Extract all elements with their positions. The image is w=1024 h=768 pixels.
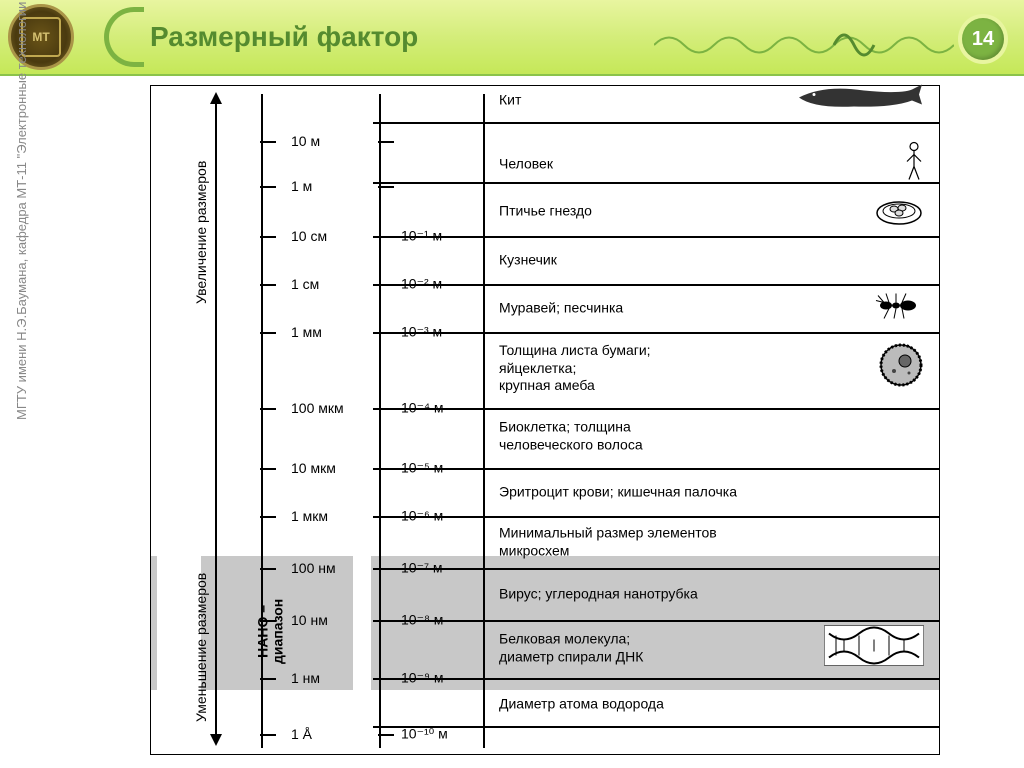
- scale-tick: [378, 516, 394, 518]
- scale-item-description: Минимальный размер элементовмикросхем: [499, 525, 717, 560]
- nano-range-label: НАНО –диапазон: [256, 566, 287, 696]
- scale-item-description: Кит: [499, 91, 521, 109]
- scale-divider: [373, 678, 939, 680]
- scale-divider: [373, 332, 939, 334]
- scale-divider: [373, 568, 939, 570]
- scale-unit-common: 10 см: [291, 228, 327, 244]
- cell-icon: [879, 343, 924, 393]
- scale-tick: [378, 236, 394, 238]
- scale-tick: [378, 186, 394, 188]
- scale-divider: [373, 408, 939, 410]
- scale-tick: [378, 678, 394, 680]
- scale-divider: [373, 122, 939, 124]
- scale-item-description: Биоклетка; толщиначеловеческого волоса: [499, 419, 643, 454]
- dna-icon: [824, 626, 924, 671]
- scale-tick: [260, 284, 276, 286]
- scale-tick: [378, 568, 394, 570]
- scale-tick: [260, 141, 276, 143]
- title-bracket-decoration: [104, 7, 144, 67]
- scale-diagram: Увеличение размеров Уменьшение размеров НА…: [150, 85, 940, 755]
- scale-unit-common: 1 мкм: [291, 508, 328, 524]
- scale-tick: [378, 284, 394, 286]
- arrow-label-increase: Увеличение размеров: [193, 124, 209, 304]
- scale-unit-si: 10⁻³ м: [401, 324, 442, 341]
- scale-tick: [378, 141, 394, 143]
- scale-item-description: Диаметр атома водорода: [499, 695, 664, 713]
- scale-divider: [373, 726, 939, 728]
- scale-item-description: Белковая молекула;диаметр спирали ДНК: [499, 631, 643, 666]
- ant-icon: [874, 291, 924, 326]
- scale-unit-common: 1 Å: [291, 726, 312, 742]
- scale-unit-common: 1 нм: [291, 670, 320, 686]
- scale-unit-si: 10⁻⁶ м: [401, 508, 443, 525]
- scale-item-description: Толщина листа бумаги;яйцеклетка;крупная …: [499, 342, 651, 395]
- scale-unit-common: 10 м: [291, 133, 320, 149]
- scale-unit-si: 10⁻⁴ м: [401, 400, 444, 417]
- page-number-badge: 14: [962, 18, 1004, 60]
- scale-tick: [260, 332, 276, 334]
- scale-tick: [260, 236, 276, 238]
- sidebar-attribution: МГТУ имени Н.Э.Баумана, кафедра МТ-11 "Э…: [14, 0, 29, 420]
- scale-item-description: Человек: [499, 155, 553, 173]
- slide-header: МТ Размерный фактор 14: [0, 0, 1024, 76]
- column-divider: [379, 94, 381, 748]
- scale-item-description: Птичье гнездо: [499, 202, 592, 220]
- scale-divider: [373, 284, 939, 286]
- scale-unit-si: 10⁻⁷ м: [401, 560, 443, 577]
- header-wave-decoration: [654, 30, 954, 60]
- scale-arrow: [215, 94, 217, 744]
- scale-tick: [260, 734, 276, 736]
- scale-tick: [378, 332, 394, 334]
- scale-divider: [373, 620, 939, 622]
- scale-unit-si: 10⁻¹ м: [401, 228, 442, 245]
- scale-tick: [260, 186, 276, 188]
- scale-unit-si: 10⁻⁸ м: [401, 612, 443, 629]
- scale-unit-si: 10⁻⁵ м: [401, 460, 443, 477]
- scale-item-description: Вирус; углеродная нанотрубка: [499, 585, 698, 603]
- human-icon: [904, 142, 924, 187]
- title-container: Размерный фактор: [104, 7, 418, 67]
- scale-tick: [378, 734, 394, 736]
- slide-title: Размерный фактор: [150, 21, 418, 53]
- scale-unit-si: 10⁻¹⁰ м: [401, 726, 448, 743]
- scale-divider: [373, 236, 939, 238]
- scale-unit-common: 10 мкм: [291, 460, 336, 476]
- scale-unit-si: 10⁻⁹ м: [401, 670, 443, 687]
- scale-item-description: Кузнечик: [499, 251, 557, 269]
- scale-unit-common: 1 мм: [291, 324, 322, 340]
- scale-unit-common: 10 нм: [291, 612, 328, 628]
- scale-unit-common: 1 см: [291, 276, 319, 292]
- scale-divider: [373, 516, 939, 518]
- scale-divider: [373, 468, 939, 470]
- scale-divider: [373, 182, 939, 184]
- scale-unit-si: 10⁻² м: [401, 276, 442, 293]
- column-divider: [483, 94, 485, 748]
- scale-tick: [260, 516, 276, 518]
- scale-unit-common: 1 м: [291, 178, 312, 194]
- arrow-label-decrease: Уменьшение размеров: [193, 526, 209, 722]
- scale-unit-common: 100 мкм: [291, 400, 344, 416]
- scale-tick: [378, 620, 394, 622]
- scale-tick: [260, 408, 276, 410]
- scale-tick: [378, 468, 394, 470]
- nano-band-gap: [353, 556, 371, 690]
- scale-tick: [260, 468, 276, 470]
- scale-tick: [378, 408, 394, 410]
- whale-icon: [794, 83, 924, 118]
- scale-unit-common: 100 нм: [291, 560, 336, 576]
- nest-icon: [874, 191, 924, 231]
- scale-item-description: Муравей; песчинка: [499, 299, 623, 317]
- scale-item-description: Эритроцит крови; кишечная палочка: [499, 483, 737, 501]
